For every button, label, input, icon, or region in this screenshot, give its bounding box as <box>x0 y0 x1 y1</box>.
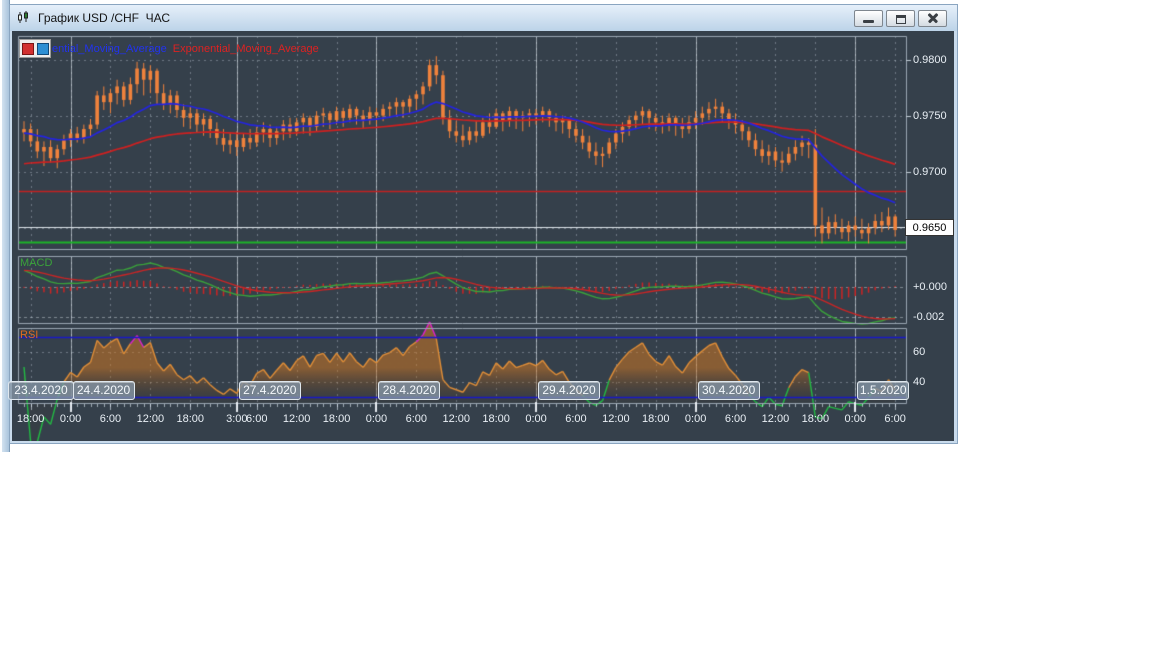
close-button[interactable] <box>918 9 947 27</box>
minimize-icon <box>863 19 874 23</box>
chart-client-area: ential_Moving_Average Exponential_Moving… <box>8 31 954 441</box>
chart-window: График USD /CHF ЧАС ential_Moving_Averag… <box>8 4 958 444</box>
title-bar[interactable]: График USD /CHF ЧАС <box>10 5 957 31</box>
price-chart-canvas[interactable] <box>12 31 954 441</box>
rsi-panel-label: RSI <box>20 329 39 341</box>
legend-ema-fast-label: ential_Moving_Average <box>52 42 167 55</box>
current-price-tag: 0.9650 <box>905 219 954 236</box>
legend-ema-slow-label: Exponential_Moving_Average <box>172 42 319 55</box>
restore-icon <box>896 14 906 24</box>
minimize-button[interactable] <box>854 9 883 27</box>
restore-button[interactable] <box>886 9 915 27</box>
macd-panel-label: MACD <box>20 257 53 269</box>
candlestick-chart-icon <box>15 10 33 26</box>
red-indicator-swatch <box>21 42 34 55</box>
indicator-toggle-buttons[interactable] <box>19 39 51 58</box>
blue-indicator-swatch <box>36 42 49 55</box>
close-icon <box>919 11 946 26</box>
window-controls <box>854 9 947 27</box>
window-title: График USD /CHF ЧАС <box>38 11 171 25</box>
indicator-legend: ential_Moving_Average Exponential_Moving… <box>19 39 319 58</box>
